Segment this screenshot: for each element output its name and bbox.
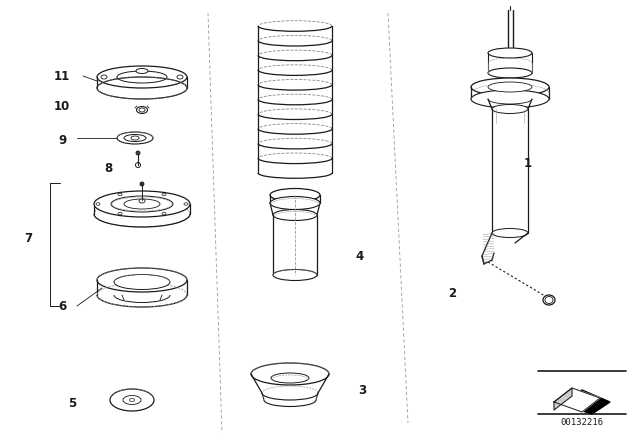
Text: 10: 10	[54, 99, 70, 112]
Text: 11: 11	[54, 69, 70, 82]
Ellipse shape	[492, 228, 528, 237]
Polygon shape	[554, 390, 610, 414]
Ellipse shape	[136, 69, 148, 73]
Ellipse shape	[123, 396, 141, 405]
Ellipse shape	[110, 389, 154, 411]
Polygon shape	[554, 388, 600, 412]
Ellipse shape	[111, 196, 173, 212]
Ellipse shape	[97, 268, 187, 292]
Ellipse shape	[94, 191, 190, 217]
Ellipse shape	[543, 295, 555, 305]
Text: 9: 9	[58, 134, 66, 146]
Text: 4: 4	[356, 250, 364, 263]
Text: 2: 2	[448, 287, 456, 300]
Text: 7: 7	[24, 232, 32, 245]
Ellipse shape	[118, 193, 122, 196]
Ellipse shape	[492, 104, 528, 113]
Ellipse shape	[131, 136, 139, 140]
Ellipse shape	[270, 189, 320, 202]
Ellipse shape	[177, 75, 183, 79]
Ellipse shape	[271, 373, 309, 383]
Ellipse shape	[273, 210, 317, 220]
Ellipse shape	[488, 48, 532, 58]
Ellipse shape	[273, 270, 317, 280]
Text: 6: 6	[58, 300, 66, 313]
Text: 1: 1	[524, 156, 532, 169]
Ellipse shape	[184, 203, 188, 205]
Ellipse shape	[96, 203, 100, 205]
Ellipse shape	[488, 82, 532, 92]
Ellipse shape	[118, 212, 122, 215]
Ellipse shape	[471, 78, 549, 96]
Ellipse shape	[136, 163, 141, 168]
Ellipse shape	[124, 199, 160, 209]
Text: 3: 3	[358, 383, 366, 396]
Ellipse shape	[136, 107, 147, 113]
Ellipse shape	[140, 182, 144, 186]
Polygon shape	[554, 388, 572, 410]
Ellipse shape	[270, 197, 320, 210]
Ellipse shape	[124, 134, 146, 142]
Text: 5: 5	[68, 396, 76, 409]
Ellipse shape	[114, 275, 170, 289]
Ellipse shape	[136, 151, 140, 155]
Ellipse shape	[139, 108, 145, 112]
Ellipse shape	[101, 75, 107, 79]
Text: 00132216: 00132216	[561, 418, 604, 426]
Ellipse shape	[488, 68, 532, 78]
Text: 8: 8	[104, 161, 112, 175]
Ellipse shape	[162, 212, 166, 215]
Ellipse shape	[162, 193, 166, 196]
Ellipse shape	[117, 132, 153, 144]
Ellipse shape	[471, 90, 549, 108]
Ellipse shape	[251, 363, 329, 385]
Ellipse shape	[139, 199, 145, 203]
Ellipse shape	[97, 77, 187, 99]
